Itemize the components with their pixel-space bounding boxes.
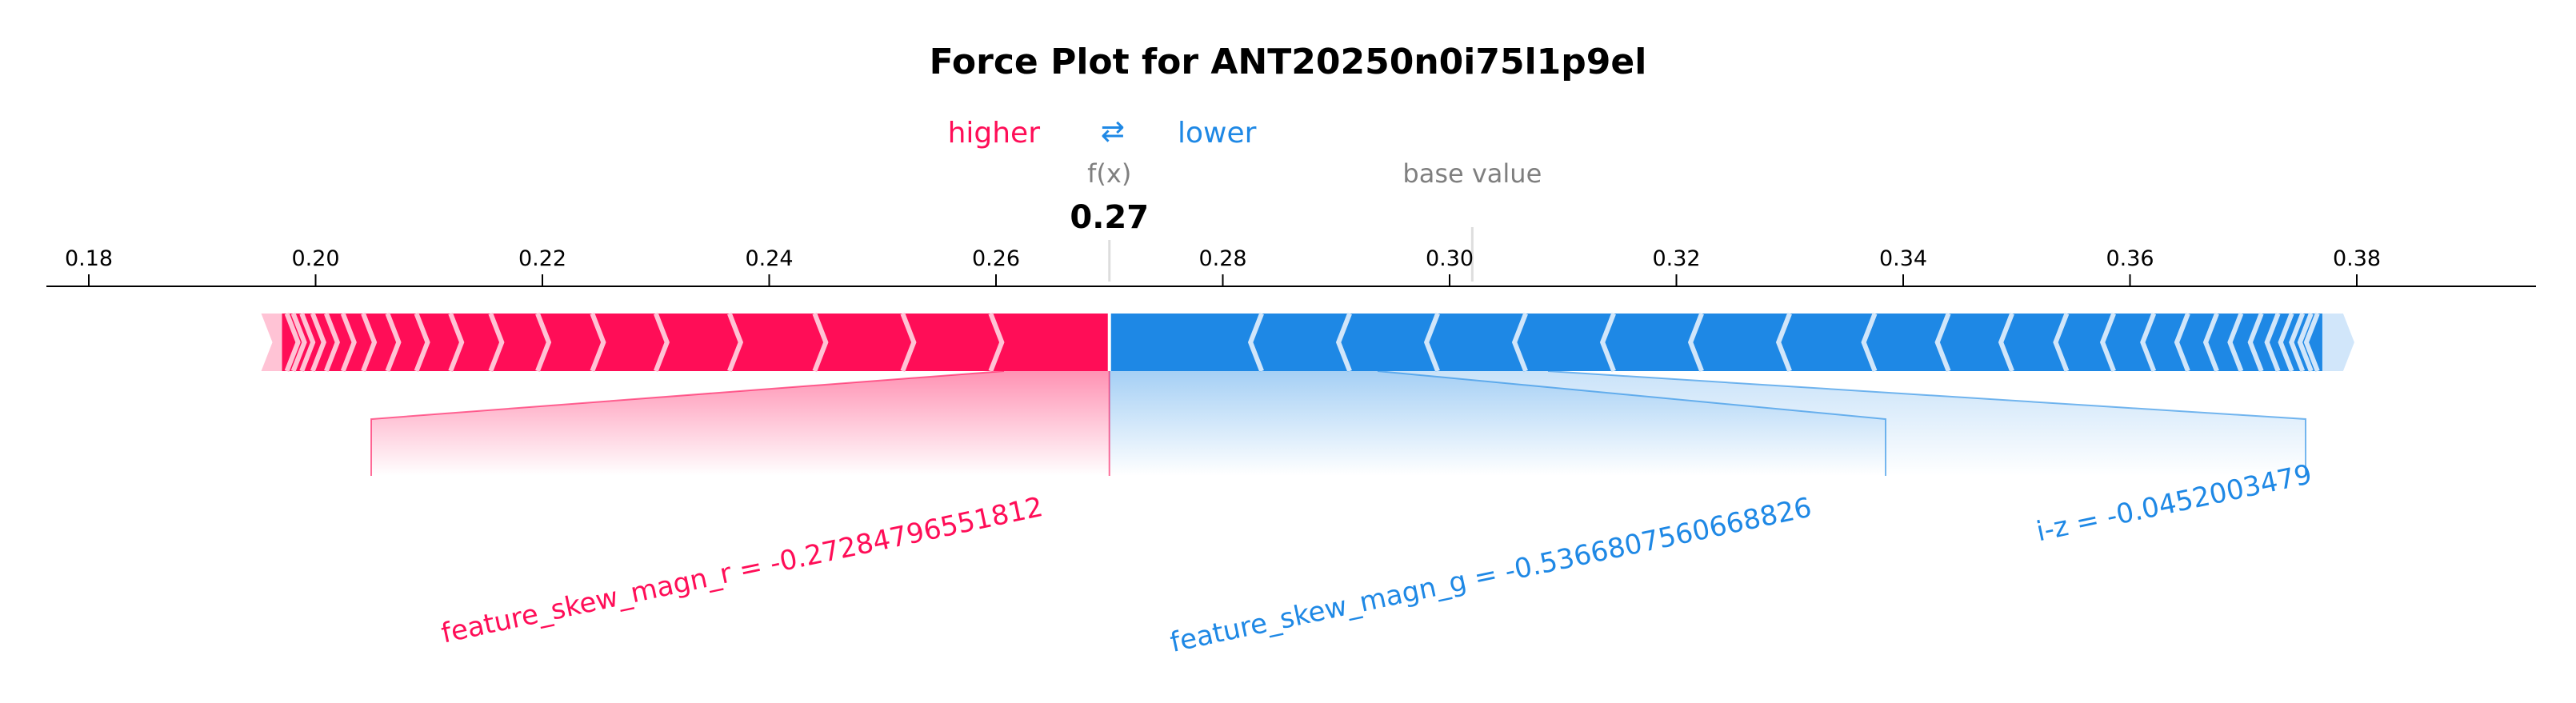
positive-chevron <box>361 312 378 373</box>
positive-chevron <box>900 312 917 373</box>
negative-chevron <box>2202 312 2219 373</box>
positive-chevron <box>488 312 505 373</box>
feature-labels: feature_skew_magn_r = -0.27284796551812 f… <box>438 458 2314 659</box>
negative-chevron <box>2264 312 2281 373</box>
positive-chevron <box>299 312 316 373</box>
negative-connector <box>1377 370 1886 476</box>
positive-chevron <box>590 312 606 373</box>
negative-chevron <box>2174 312 2190 373</box>
negative-chevron <box>2278 312 2294 373</box>
positive-chevron <box>448 312 465 373</box>
negative-chevron <box>2053 312 2070 373</box>
negative-chevron <box>1335 312 1352 373</box>
negative-chevron <box>2227 312 2244 373</box>
positive-connector <box>370 370 1005 476</box>
negative-chevron <box>1861 312 1878 373</box>
x-tick-label: 0.36 <box>2106 246 2154 271</box>
feature-connectors <box>370 370 2306 476</box>
x-tick-label: 0.20 <box>291 246 339 271</box>
positive-shade <box>371 371 1110 476</box>
fx-value: 0.27 <box>1070 199 1149 236</box>
base-value-label: base value <box>1402 158 1542 189</box>
positive-chevron <box>653 312 670 373</box>
positive-chevron <box>310 312 326 373</box>
negative-shade <box>1109 371 1886 476</box>
x-tick-label: 0.28 <box>1198 246 1246 271</box>
feature-label: feature_skew_magn_g = -0.536680756066882… <box>1167 492 1814 659</box>
fx-label: f(x) <box>1087 158 1131 189</box>
negative-chevron <box>2303 312 2320 373</box>
positive-chevron <box>323 312 340 373</box>
negative-chevron <box>2247 312 2264 373</box>
legend-higher: higher <box>948 117 1041 150</box>
negative-chevron <box>1511 312 1528 373</box>
negative-chevron <box>2289 312 2306 373</box>
positive-bar <box>282 314 1108 371</box>
x-tick-label: 0.30 <box>1426 246 1474 271</box>
positive-chevron <box>284 312 301 373</box>
negative-chevron <box>2140 312 2157 373</box>
negative-chevron <box>1775 312 1792 373</box>
x-tick-label: 0.22 <box>518 246 566 271</box>
negative-connector <box>1547 370 2306 476</box>
positive-chevron <box>988 312 1005 373</box>
positive-chevron <box>535 312 552 373</box>
positive-chevron <box>290 312 307 373</box>
legend-arrows-icon: ⇄ <box>1101 115 1125 148</box>
negative-chevron <box>1998 312 2014 373</box>
x-tick-label: 0.24 <box>745 246 793 271</box>
x-tick-label: 0.34 <box>1879 246 1927 271</box>
force-bars <box>261 312 2354 373</box>
x-tick-label: 0.38 <box>2333 246 2381 271</box>
negative-chevron <box>1687 312 1704 373</box>
x-tick-label: 0.18 <box>65 246 113 271</box>
x-tick-label: 0.26 <box>972 246 1020 271</box>
positive-chevron <box>812 312 829 373</box>
positive-chevron <box>340 312 357 373</box>
negative-chevron <box>1423 312 1440 373</box>
legend-lower: lower <box>1178 117 1257 150</box>
negative-chevron <box>2297 312 2314 373</box>
negative-chevron <box>1934 312 1951 373</box>
x-axis: 0.18 0.20 0.22 0.24 0.26 0.28 0.30 0.32 0.34 0.36… <box>65 246 2381 286</box>
x-tick-label: 0.32 <box>1652 246 1700 271</box>
negative-shade-2 <box>1378 371 2306 476</box>
positive-chevron <box>385 312 402 373</box>
negative-chevron <box>2099 312 2116 373</box>
positive-chevron <box>414 312 430 373</box>
negative-chevron <box>1599 312 1616 373</box>
negative-bar <box>1110 314 2322 371</box>
feature-label: feature_skew_magn_r = -0.27284796551812 <box>438 491 1046 650</box>
chart-title: Force Plot for ANT20250n0i75l1p9el <box>930 42 1647 82</box>
positive-chevron <box>727 312 744 373</box>
negative-chevron <box>1247 312 1264 373</box>
